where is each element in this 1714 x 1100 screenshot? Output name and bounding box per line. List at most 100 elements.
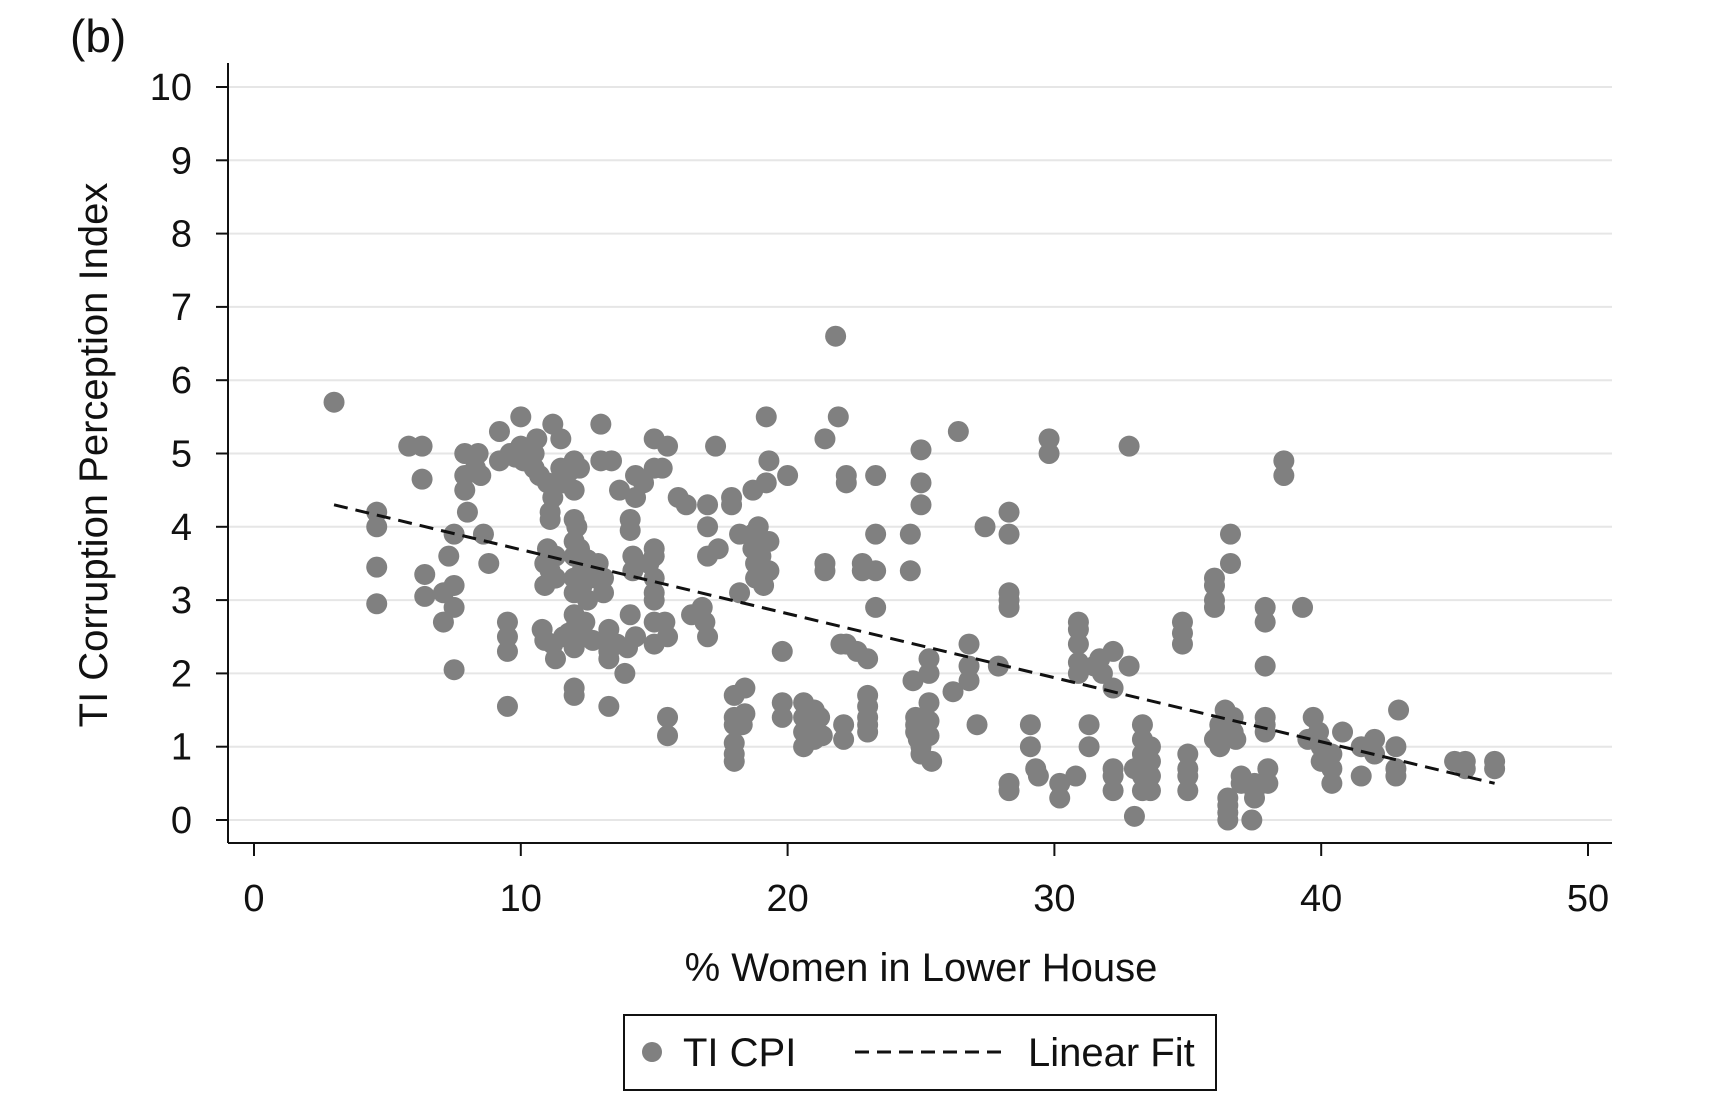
y-tick-label: 0 <box>171 800 192 842</box>
data-point <box>550 428 572 450</box>
data-point <box>1038 443 1060 464</box>
data-point <box>622 545 644 567</box>
data-point <box>574 611 596 633</box>
data-point <box>1484 758 1506 780</box>
data-point <box>1067 633 1089 655</box>
legend: TI CPI Linear Fit <box>623 1014 1217 1091</box>
data-point <box>467 443 489 464</box>
data-point <box>734 677 756 699</box>
data-point <box>1139 765 1161 787</box>
data-point <box>921 750 943 772</box>
data-point <box>755 472 777 494</box>
data-point <box>496 611 518 633</box>
data-point <box>633 472 655 494</box>
data-point <box>771 706 793 728</box>
data-point <box>601 450 623 472</box>
data-point <box>918 725 940 747</box>
data-point <box>987 655 1009 677</box>
data-point <box>958 670 980 692</box>
data-point <box>366 593 388 615</box>
data-point <box>625 626 647 648</box>
x-axis-title: % Women in Lower House <box>685 946 1158 990</box>
data-point <box>910 439 932 461</box>
data-point <box>974 516 996 538</box>
data-point <box>366 516 388 538</box>
data-point <box>411 468 433 490</box>
data-point <box>1244 787 1265 809</box>
data-point <box>1388 699 1410 721</box>
data-point <box>998 596 1020 618</box>
data-point <box>432 611 454 633</box>
data-point <box>1118 655 1140 677</box>
data-point <box>771 692 793 714</box>
data-point <box>1067 618 1089 640</box>
data-point <box>947 421 969 443</box>
data-point <box>697 494 719 516</box>
data-point <box>758 530 780 552</box>
data-point <box>657 626 679 648</box>
data-point <box>1102 780 1124 802</box>
data-point <box>958 655 980 677</box>
data-point <box>811 725 833 747</box>
data-point <box>1049 787 1071 809</box>
data-point <box>609 479 631 501</box>
x-tick-label: 20 <box>766 878 808 920</box>
data-point <box>1209 736 1231 758</box>
data-point <box>411 435 433 457</box>
data-point <box>1350 765 1372 787</box>
data-point <box>323 391 345 413</box>
data-point <box>593 567 615 589</box>
y-tick-label: 10 <box>150 67 192 109</box>
y-tick-label: 9 <box>171 140 192 182</box>
data-point <box>755 406 777 428</box>
x-tick-label: 0 <box>243 878 264 920</box>
data-point <box>771 640 793 662</box>
panel-label: (b) <box>70 10 126 62</box>
data-point <box>526 428 548 450</box>
data-point <box>472 523 494 545</box>
data-point <box>657 725 679 747</box>
data-point <box>582 629 604 651</box>
data-point <box>899 523 921 545</box>
data-point <box>1177 780 1199 802</box>
y-tick-label: 5 <box>171 434 192 476</box>
y-ticks: 0 1 2 3 4 5 6 7 8 9 10 <box>150 67 228 842</box>
data-point <box>544 648 566 670</box>
data-point <box>1078 736 1100 758</box>
data-point <box>619 519 641 541</box>
data-point <box>657 706 679 728</box>
data-point <box>1019 714 1041 736</box>
data-point <box>814 428 836 450</box>
x-tick-label: 40 <box>1300 878 1342 920</box>
data-point <box>697 516 719 538</box>
data-point <box>1139 780 1161 802</box>
data-point <box>958 633 980 655</box>
data-point <box>366 556 388 578</box>
data-point <box>734 703 756 725</box>
data-point <box>622 560 644 582</box>
data-point <box>544 567 566 589</box>
data-point <box>1091 662 1113 684</box>
data-point <box>723 750 745 772</box>
data-point <box>1177 765 1199 787</box>
data-point <box>1219 552 1241 574</box>
data-point <box>998 523 1020 545</box>
data-point <box>414 585 436 607</box>
data-point <box>1131 714 1153 736</box>
data-point <box>544 545 566 567</box>
data-point <box>865 560 887 582</box>
data-point <box>619 604 641 626</box>
y-tick-label: 2 <box>171 653 192 695</box>
y-tick-label: 4 <box>171 507 192 549</box>
data-point <box>758 450 780 472</box>
data-point <box>747 516 769 538</box>
data-point <box>675 494 697 516</box>
y-tick-label: 7 <box>171 287 192 329</box>
data-point <box>563 684 585 706</box>
data-point <box>1019 736 1041 758</box>
data-point <box>643 589 665 611</box>
y-tick-label: 1 <box>171 727 192 769</box>
data-point <box>1273 450 1295 472</box>
data-point <box>1177 743 1199 765</box>
